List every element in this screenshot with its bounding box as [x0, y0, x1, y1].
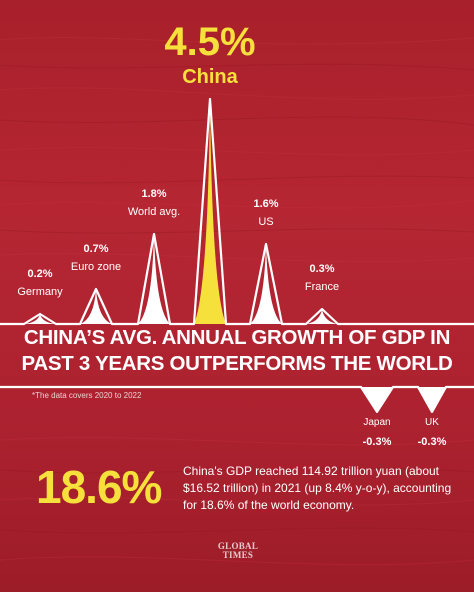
- share-percentage: 18.6%: [36, 461, 162, 513]
- category-label-france: France: [304, 281, 340, 293]
- peak-world-avg: [138, 234, 170, 324]
- logo-line-1: GLOBAL: [217, 541, 259, 551]
- category-label-uk: UK: [425, 416, 439, 428]
- dip-japan: [361, 387, 393, 412]
- peak-france: [306, 309, 338, 324]
- gdp-description: China's GDP reached 114.92 trillion yuan…: [183, 464, 452, 512]
- value-label-china: 4.5%: [164, 20, 256, 64]
- value-label-world-avg: 1.8%: [141, 188, 167, 200]
- global-times-logo: GLOBAL TIMES: [216, 542, 260, 560]
- value-label-us: 1.6%: [253, 198, 279, 210]
- dip-uk: [418, 387, 446, 412]
- chart-title-line-2: PAST 3 YEARS OUTPERFORMS THE WORLD: [21, 352, 453, 375]
- peak-germany: [24, 314, 56, 324]
- value-label-uk: -0.3%: [417, 435, 447, 448]
- peak-us: [250, 244, 282, 324]
- upper-baseline: [0, 97, 474, 326]
- value-label-japan: -0.3%: [362, 435, 392, 448]
- category-label-china: China: [182, 66, 238, 88]
- logo-line-2: TIMES: [222, 550, 254, 560]
- chart-title-banner: CHINA’S AVG. ANNUAL GROWTH OF GDP IN PAS…: [0, 325, 474, 385]
- peak-euro-zone: [80, 289, 112, 324]
- lower-baseline: [0, 385, 474, 413]
- peak-china: [194, 99, 226, 324]
- value-label-euro-zone: 0.7%: [83, 243, 109, 255]
- chart-title-line-1: CHINA’S AVG. ANNUAL GROWTH OF GDP IN: [23, 326, 451, 349]
- category-label-euro-zone: Euro zone: [70, 261, 122, 273]
- category-label-us: US: [258, 216, 274, 228]
- value-label-germany: 0.2%: [27, 268, 53, 280]
- value-label-france: 0.3%: [309, 263, 335, 275]
- category-label-germany: Germany: [17, 286, 63, 298]
- category-label-japan: Japan: [363, 416, 391, 428]
- data-note: *The data covers 2020 to 2022: [32, 391, 142, 400]
- category-label-world-avg: World avg.: [127, 206, 181, 218]
